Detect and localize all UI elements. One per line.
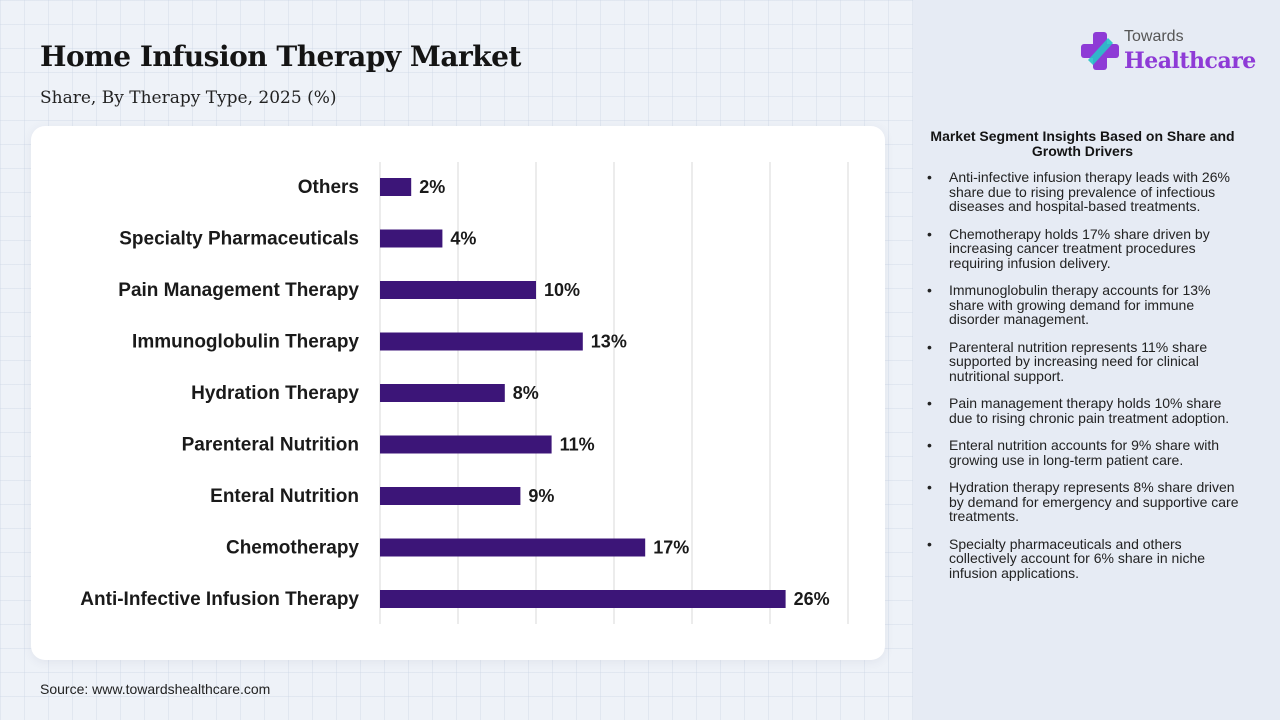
bar [380, 487, 521, 505]
insight-item: Immunoglobulin therapy accounts for 13% … [927, 283, 1247, 327]
logo-text-healthcare: Healthcare [1124, 48, 1256, 74]
bar [380, 435, 552, 454]
bar-chart: Others 2% Specialty Pharmaceuticals 4% Pain … [80, 162, 849, 624]
page-title: Home Infusion Therapy Market [40, 40, 521, 73]
data-label: 11% [560, 435, 595, 455]
bar [380, 281, 536, 299]
insight-item: Hydration therapy represents 8% share dr… [927, 480, 1247, 524]
insights-title: Market Segment Insights Based on Share a… [930, 128, 1235, 159]
source-note: Source: www.towardshealthcare.com [40, 681, 271, 697]
page-subtitle: Share, By Therapy Type, 2025 (%) [40, 88, 337, 108]
bar [380, 590, 786, 608]
category-label: Specialty Pharmaceuticals [119, 229, 359, 250]
data-label: 8% [513, 383, 539, 403]
logo-text-towards: Towards [1124, 28, 1184, 45]
category-label: Chemotherapy [226, 538, 359, 559]
category-label: Immunoglobulin Therapy [132, 332, 359, 353]
bar [380, 538, 646, 557]
insight-item: Specialty pharmaceuticals and others col… [927, 536, 1247, 581]
data-label: 13% [591, 332, 627, 352]
category-label: Others [298, 177, 359, 198]
bar [380, 332, 583, 351]
data-label: 9% [528, 486, 554, 506]
insight-item: Parenteral nutrition represents 11% shar… [927, 339, 1247, 384]
insights-list: Anti-infective infusion therapy leads wi… [927, 170, 1247, 593]
category-label: Enteral Nutrition [210, 486, 359, 507]
bar [380, 229, 443, 248]
bar [380, 178, 412, 196]
data-label: 2% [419, 177, 445, 197]
brand-logo: Towards Healthcare [1080, 28, 1260, 78]
data-label: 17% [653, 538, 689, 558]
category-label: Anti-Infective Infusion Therapy [80, 589, 359, 610]
data-label: 26% [794, 589, 830, 609]
chart-card: Others 2% Specialty Pharmaceuticals 4% Pain … [31, 126, 885, 660]
insight-item: Pain management therapy holds 10% share … [927, 396, 1247, 425]
category-label: Hydration Therapy [191, 383, 359, 404]
insight-item: Chemotherapy holds 17% share driven by i… [927, 226, 1247, 271]
data-label: 4% [450, 229, 476, 249]
data-label: 10% [544, 280, 580, 300]
plus-cross-icon [1081, 32, 1119, 70]
category-label: Parenteral Nutrition [182, 435, 359, 456]
insight-item: Enteral nutrition accounts for 9% share … [927, 438, 1247, 467]
bar [380, 384, 505, 402]
insight-item: Anti-infective infusion therapy leads wi… [927, 170, 1247, 214]
category-label: Pain Management Therapy [118, 280, 359, 301]
